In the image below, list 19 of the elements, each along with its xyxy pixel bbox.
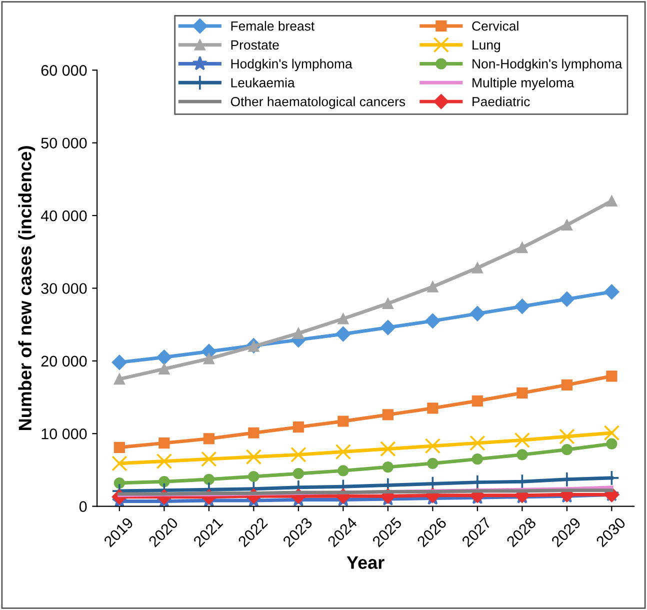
legend-label: Non-Hodgkin's lymphoma [472, 58, 622, 72]
legend-label: Multiple myeloma [472, 78, 574, 90]
y-tick-label: 40 000 [40, 210, 87, 222]
legend-label: Other haematological cancers [230, 96, 406, 109]
legend-label: Cervical [472, 21, 518, 31]
y-tick-label: 10 000 [42, 428, 87, 440]
y-tick-label: 50 000 [41, 138, 87, 149]
y-axis-title: Number of new cases (incidence) [18, 146, 36, 430]
legend-label: Female breast [231, 21, 314, 31]
legend-label: Prostate [231, 40, 279, 50]
y-tick-label: 20 000 [41, 356, 87, 367]
legend-label: Leukaemia [231, 78, 295, 88]
legend-label: Lung [472, 40, 500, 52]
x-axis-title: Year [346, 556, 384, 569]
legend-label: Hodgkin's lymphoma [231, 58, 352, 72]
y-tick-label: 60 000 [41, 65, 87, 76]
y-tick-label: 0 [79, 501, 87, 512]
legend-label: Paediatric [472, 96, 530, 106]
y-tick-label: 30 000 [41, 283, 87, 294]
